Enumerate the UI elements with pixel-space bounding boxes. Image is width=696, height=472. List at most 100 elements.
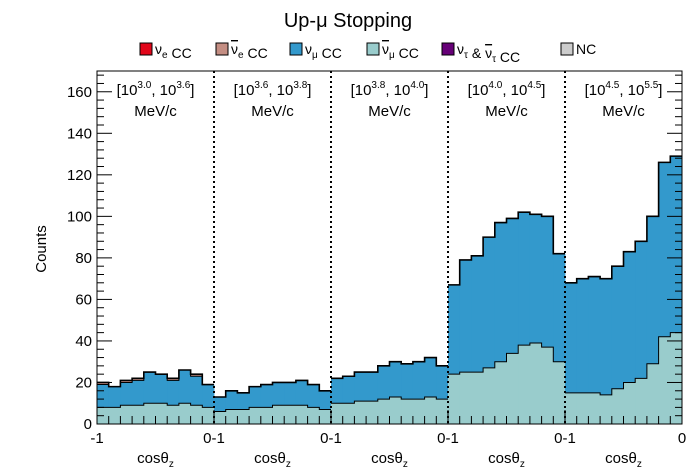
panel-2 <box>214 379 332 424</box>
bar-nubar-mu-cc <box>483 367 496 424</box>
bar-nubar-mu-cc <box>143 403 156 424</box>
bar-nu-mu-cc <box>541 216 554 348</box>
x-axis-label: cosθz <box>137 450 174 470</box>
bar-nubar-mu-cc <box>319 409 332 424</box>
bar-nubar-mu-cc <box>401 399 414 424</box>
bar-nubar-mu-cc <box>354 401 367 424</box>
bar-nu-mu-cc <box>342 376 355 404</box>
y-tick-label: 40 <box>75 333 92 350</box>
bar-nu-mu-cc <box>143 372 156 404</box>
legend-swatch <box>560 42 574 56</box>
bar-nubar-mu-cc <box>494 361 507 424</box>
bar-nubar-mu-cc <box>342 403 355 424</box>
bar-nubar-mu-cc <box>389 397 402 424</box>
bar-nu-mu-cc <box>483 237 496 368</box>
bar-nu-mu-cc <box>132 380 145 406</box>
bar-nubar-mu-cc <box>190 405 203 424</box>
bar-nu-mu-cc <box>155 374 168 404</box>
panel-dividers <box>213 71 566 424</box>
bar-nu-mu-cc <box>307 384 320 408</box>
step-nubar-mu-cc <box>214 404 331 413</box>
bar-nubar-mu-cc <box>260 407 273 424</box>
bar-nu-mu-cc <box>494 222 507 362</box>
bar-nu-mu-cc <box>354 372 367 402</box>
bar-nubar-mu-cc <box>646 363 659 424</box>
bar-nu-mu-cc <box>97 384 110 408</box>
bar-nubar-mu-cc <box>331 403 344 424</box>
bar-nubar-mu-cc <box>307 407 320 424</box>
bar-nu-mu-cc <box>658 162 671 337</box>
panel-5 <box>565 155 683 424</box>
legend-label: NC <box>576 41 596 57</box>
bar-nu-mu-cc <box>178 370 191 404</box>
y-tick-label: 80 <box>75 250 92 267</box>
bin-range-label: [104.0, 104.5] <box>468 80 546 99</box>
bar-nubar-mu-cc <box>448 374 461 424</box>
bar-nubar-mu-cc <box>249 407 262 424</box>
x-axis-label: cosθz <box>605 450 642 470</box>
bar-nubar-mu-cc <box>623 382 636 424</box>
step-nubar-mu-cc <box>97 402 214 408</box>
panel-1 <box>97 369 215 424</box>
bin-range-label: [104.5, 105.5] <box>585 80 663 99</box>
bar-nu-mu-cc <box>448 284 461 375</box>
legend-label: νμ CC <box>382 41 419 61</box>
bar-nu-mu-cc <box>401 363 414 400</box>
bar-nubar-mu-cc <box>108 407 121 424</box>
bar-nubar-mu-cc <box>202 407 215 424</box>
step-total <box>214 379 331 398</box>
bar-nu-mu-cc <box>646 216 659 364</box>
bar-nubar-mu-cc <box>576 392 589 424</box>
legend-item: νμ CC <box>366 41 419 61</box>
bar-nu-mu-cc <box>108 386 121 408</box>
chart-title: Up-μ Stopping <box>284 10 412 32</box>
legend-item: NC <box>560 41 596 57</box>
bar-nubar-mu-cc <box>529 343 542 424</box>
bar-nu-mu-cc <box>670 156 683 333</box>
legend-label: νe CC <box>231 41 268 61</box>
bar-nubar-mu-cc <box>284 405 297 424</box>
bar-nu-mu-cc <box>553 253 566 362</box>
bar-nu-mu-cc <box>518 212 531 346</box>
x-axis-label: cosθz <box>488 450 525 470</box>
legend-label: ντ & ντ CC <box>457 41 520 65</box>
bar-nu-mu-cc <box>214 397 227 412</box>
y-tick-label: 0 <box>84 416 92 433</box>
histogram-bars <box>97 155 683 424</box>
bar-nu-mu-cc <box>623 251 636 383</box>
step-total <box>331 356 448 380</box>
x-tick-label: 0-1 <box>203 430 225 447</box>
bar-nu-mu-cc <box>237 392 250 410</box>
bar-nubar-mu-cc <box>155 403 168 424</box>
bar-nubar-mu-cc <box>424 397 437 424</box>
bar-nubar-mu-cc <box>611 388 624 424</box>
bar-nubar-mu-cc <box>565 392 578 424</box>
bar-nubar-mu-cc <box>366 401 379 424</box>
bar-other <box>120 380 133 383</box>
y-tick-label: 60 <box>75 291 92 308</box>
bar-other <box>132 378 145 381</box>
step-total <box>97 369 214 388</box>
bar-nubar-mu-cc <box>471 372 484 424</box>
x-axis-label: cosθz <box>371 450 408 470</box>
bar-nu-mu-cc <box>249 386 262 408</box>
x-axis: cosθz cosθz cosθz cosθz cosθz -1 0-1 0-1 0-1 0-1 0 <box>90 410 686 470</box>
bar-nu-mu-cc <box>225 390 238 410</box>
step-nubar-mu-cc <box>331 396 448 404</box>
bar-nubar-mu-cc <box>167 405 180 424</box>
panel-3 <box>331 356 449 424</box>
bin-unit-label: MeV/c <box>368 103 411 120</box>
bar-nubar-mu-cc <box>635 378 648 424</box>
x-tick-label: -1 <box>90 430 103 447</box>
bar-nu-mu-cc <box>600 278 613 395</box>
x-tick-label: 0-1 <box>554 430 576 447</box>
bar-nubar-mu-cc <box>541 347 554 424</box>
bar-nu-mu-cc <box>565 282 578 393</box>
y-tick-label: 140 <box>67 125 92 142</box>
bar-nubar-mu-cc <box>132 405 145 424</box>
bar-nubar-mu-cc <box>412 399 425 424</box>
bar-nu-mu-cc <box>588 276 601 393</box>
legend-item: νe CC <box>139 41 192 61</box>
bar-nu-mu-cc <box>366 372 379 402</box>
